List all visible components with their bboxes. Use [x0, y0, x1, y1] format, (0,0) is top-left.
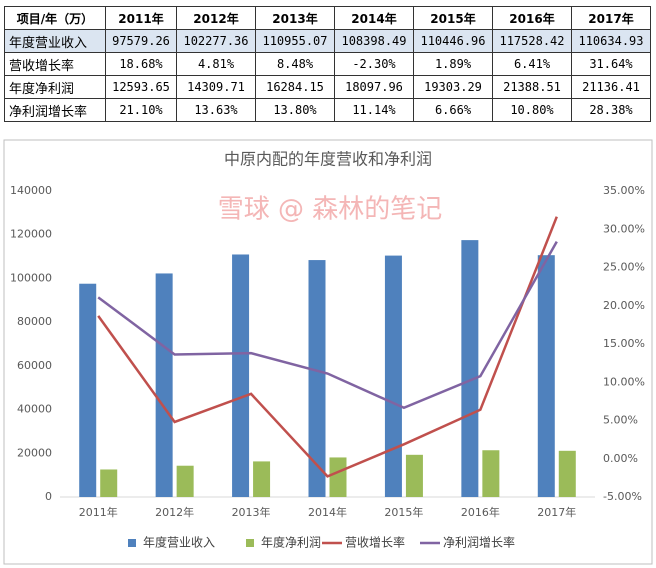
y2-tick-label: 10.00%	[603, 375, 645, 388]
legend-label: 年度净利润	[261, 535, 321, 550]
table-cell: 12593.65	[105, 75, 177, 99]
table-cell: 13.80%	[255, 98, 335, 122]
x-tick-label: 2015年	[384, 505, 423, 519]
table-cell: 2017年	[571, 6, 651, 30]
line	[97, 216, 558, 478]
y2-tick-label: 20.00%	[603, 299, 645, 312]
y2-tick-label: -5.00%	[603, 490, 642, 503]
chart-title: 中原内配的年度营收和净利润	[224, 150, 432, 169]
bar	[558, 450, 576, 497]
table-cell: 6.66%	[413, 98, 493, 122]
table-cell: 97579.26	[105, 29, 177, 53]
table-cell: 2011年	[105, 6, 177, 30]
table-row: 净利润增长率 21.10% 13.63% 13.80% 11.14% 6.66% 10.80…	[4, 98, 651, 122]
legend-label: 净利润增长率	[443, 535, 515, 550]
watermark: 雪球 @ 森林的笔记	[218, 195, 443, 225]
table-cell: 1.89%	[413, 52, 493, 76]
bar	[384, 255, 402, 497]
table-cell: 10.80%	[492, 98, 572, 122]
y2-tick-label: 35.00%	[603, 184, 645, 197]
y2-tick-label: 15.00%	[603, 337, 645, 350]
y2-tick-label: 0.00%	[603, 452, 638, 465]
line	[97, 241, 558, 410]
table-cell: 2016年	[492, 6, 572, 30]
table-cell: 21388.51	[492, 75, 572, 99]
bar	[329, 457, 347, 497]
bar	[176, 465, 194, 497]
bar	[100, 469, 118, 497]
table-cell: 19303.29	[413, 75, 493, 99]
table-cell: 102277.36	[176, 29, 256, 53]
y-tick-label: 80000	[17, 315, 52, 328]
y-tick-label: 140000	[10, 184, 52, 197]
table-row: 年度营业收入 97579.26 102277.36 110955.07 108398.4…	[4, 29, 651, 53]
y-tick-label: 20000	[17, 446, 52, 459]
table-cell: 110634.93	[571, 29, 651, 53]
legend-swatch	[128, 539, 136, 547]
x-tick-label: 2011年	[79, 505, 118, 519]
table-cell: 28.38%	[571, 98, 651, 122]
table-cell: 21.10%	[105, 98, 177, 122]
table-row: 营收增长率 18.68% 4.81% 8.48% -2.30% 1.89% 6.41% 31.…	[4, 52, 651, 76]
table-cell: 117528.42	[492, 29, 572, 53]
table-cell: 21136.41	[571, 75, 651, 99]
table-row: 项目/年（万） 2011年 2012年 2013年 2014年 2015年 2016年 201…	[4, 6, 651, 30]
data-table: 项目/年（万） 2011年 2012年 2013年 2014年 2015年 2016年 201…	[4, 6, 651, 122]
table-cell: 14309.71	[176, 75, 256, 99]
legend-label: 年度营业收入	[143, 535, 215, 550]
table-cell: 110446.96	[413, 29, 493, 53]
bar	[461, 240, 479, 497]
y-tick-label: 0	[45, 490, 52, 503]
y-tick-label: 40000	[17, 403, 52, 416]
table-cell: 8.48%	[255, 52, 335, 76]
bar	[482, 450, 500, 497]
table-cell: 4.81%	[176, 52, 256, 76]
table-cell: 项目/年（万）	[4, 6, 106, 30]
bar	[537, 255, 555, 497]
legend-label: 营收增长率	[345, 535, 405, 550]
y-tick-label: 60000	[17, 359, 52, 372]
table-cell: 营收增长率	[4, 52, 106, 76]
table-cell: 2013年	[255, 6, 335, 30]
bar	[253, 461, 271, 497]
x-tick-label: 2012年	[155, 505, 194, 519]
table-cell: 110955.07	[255, 29, 335, 53]
table-cell: 净利润增长率	[4, 98, 106, 122]
y2-tick-label: 25.00%	[603, 261, 645, 274]
bar	[405, 454, 423, 497]
table-row: 年度净利润 12593.65 14309.71 16284.15 18097.96 193…	[4, 75, 651, 99]
bar	[308, 260, 326, 497]
table-cell: 31.64%	[571, 52, 651, 76]
x-tick-label: 2016年	[461, 505, 500, 519]
table-cell: 108398.49	[334, 29, 414, 53]
chart-frame	[3, 139, 653, 565]
table-cell: 18.68%	[105, 52, 177, 76]
y2-tick-label: 5.00%	[603, 414, 638, 427]
y2-tick-label: 30.00%	[603, 222, 645, 235]
y-tick-label: 120000	[10, 228, 52, 241]
x-tick-label: 2014年	[308, 505, 347, 519]
bar	[79, 283, 97, 497]
y-tick-label: 100000	[10, 271, 52, 284]
table-cell: 13.63%	[176, 98, 256, 122]
x-tick-label: 2013年	[232, 505, 271, 519]
bar	[155, 273, 173, 497]
x-tick-label: 2017年	[537, 505, 576, 519]
bar	[232, 254, 250, 497]
legend-swatch	[246, 539, 254, 547]
table-cell: 11.14%	[334, 98, 414, 122]
